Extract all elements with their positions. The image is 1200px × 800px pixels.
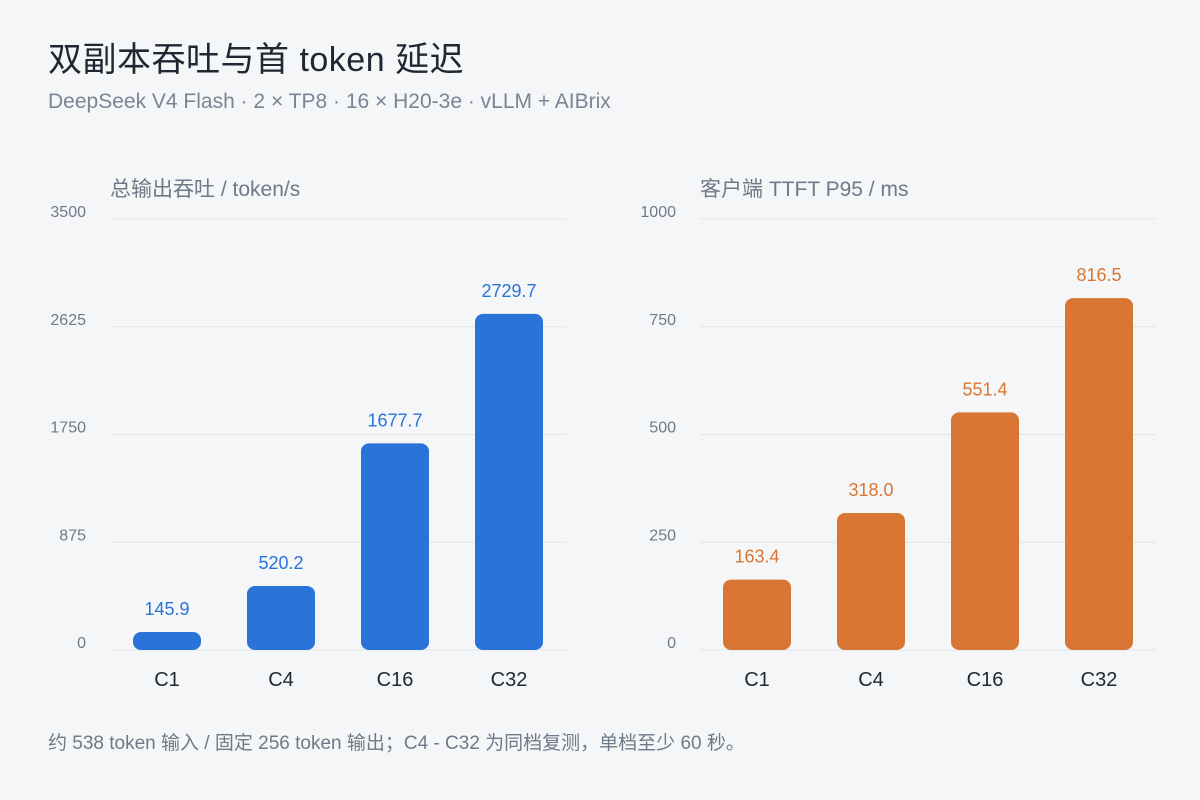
- y-tick-label: 1750: [50, 420, 86, 437]
- x-tick-label: C4: [858, 669, 884, 691]
- bar-value-label: 551.4: [962, 379, 1007, 399]
- chart-title: 客户端 TTFT P95 / ms: [700, 178, 908, 201]
- bar-value-label: 1677.7: [367, 410, 422, 430]
- x-tick-label: C32: [491, 669, 528, 691]
- bar: [361, 443, 429, 650]
- chart-title: 总输出吞吐 / token/s: [110, 178, 300, 201]
- y-tick-label: 0: [77, 635, 86, 652]
- x-tick-label: C16: [377, 669, 414, 691]
- page-subtitle: DeepSeek V4 Flash · 2 × TP8 · 16 × H20-3…: [48, 90, 611, 113]
- y-tick-label: 1000: [640, 204, 676, 221]
- x-tick-label: C4: [268, 669, 294, 691]
- y-tick-label: 500: [649, 420, 676, 437]
- bar-value-label: 145.9: [144, 599, 189, 619]
- bar-value-label: 816.5: [1076, 265, 1121, 285]
- x-tick-label: C1: [744, 669, 770, 691]
- y-tick-label: 875: [59, 527, 86, 544]
- bar: [475, 313, 543, 650]
- bar: [247, 585, 315, 650]
- y-tick-label: 250: [649, 527, 676, 544]
- bar-value-label: 318.0: [848, 480, 893, 500]
- bar: [723, 579, 791, 650]
- bar-value-label: 520.2: [258, 553, 303, 573]
- bar: [951, 412, 1019, 650]
- bar-value-label: 163.4: [734, 547, 779, 567]
- bar: [133, 632, 201, 650]
- bar: [1065, 298, 1133, 650]
- x-tick-label: C1: [154, 669, 180, 691]
- bar-value-label: 2729.7: [481, 281, 536, 301]
- x-tick-label: C32: [1081, 669, 1118, 691]
- throughput-chart: 总输出吞吐 / token/s 0 875 1750 2625 3500 145.9 C1 52…: [50, 178, 566, 691]
- y-tick-label: 750: [649, 312, 676, 329]
- bar: [837, 512, 905, 650]
- y-tick-label: 2625: [50, 312, 86, 329]
- footnote: 约 538 token 输入 / 固定 256 token 输出；C4 - C3…: [48, 733, 745, 754]
- x-tick-label: C16: [967, 669, 1004, 691]
- page-title: 双副本吞吐与首 token 延迟: [48, 41, 465, 79]
- ttft-chart: 客户端 TTFT P95 / ms 0 250 500 750 1000 163.4 C1 31…: [640, 178, 1156, 691]
- y-tick-label: 3500: [50, 204, 86, 221]
- y-tick-label: 0: [667, 635, 676, 652]
